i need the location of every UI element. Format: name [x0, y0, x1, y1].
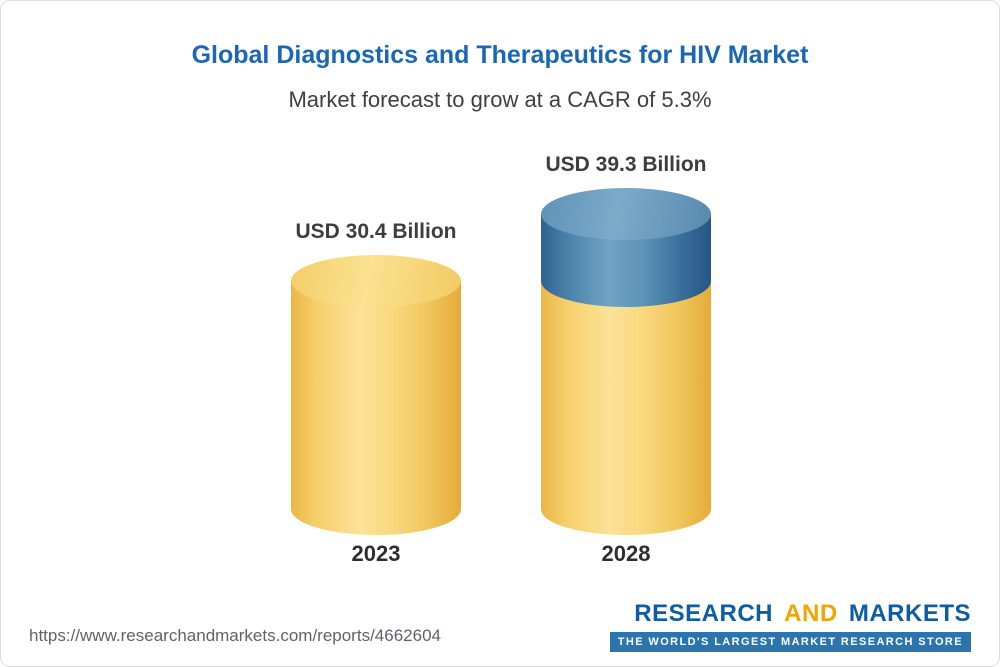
chart-subtitle: Market forecast to grow at a CAGR of 5.3…	[288, 87, 712, 112]
logo-word-markets: MARKETS	[848, 600, 971, 627]
report-url: https://www.researchandmarkets.com/repor…	[29, 626, 441, 645]
logo-word-research: RESEARCH	[634, 600, 773, 627]
chart-title: Global Diagnostics and Therapeutics for …	[191, 41, 809, 69]
axis-label-2023: 2023	[351, 541, 401, 566]
cylinder-2028-top	[541, 188, 711, 240]
axis-label-2028: 2028	[601, 541, 651, 566]
value-label-2028: USD 39.3 Billion	[545, 153, 707, 176]
research-and-markets-logo: RESEARCH AND MARKETS THE WORLD'S LARGEST…	[609, 600, 971, 652]
logo-word-and: AND	[784, 600, 838, 627]
cylinder-2023-body	[291, 281, 461, 535]
cylinder-2028-base-segment	[541, 281, 711, 535]
value-label-2023: USD 30.4 Billion	[295, 220, 457, 243]
logo-wordmark: RESEARCH AND MARKETS	[634, 600, 971, 628]
logo-tagline: THE WORLD'S LARGEST MARKET RESEARCH STOR…	[609, 632, 971, 652]
cylinder-2023-top	[291, 255, 461, 307]
